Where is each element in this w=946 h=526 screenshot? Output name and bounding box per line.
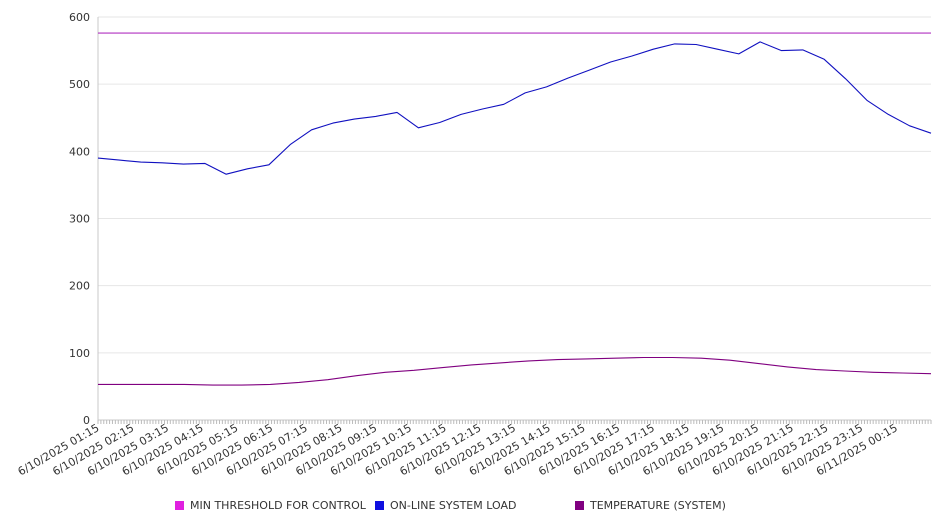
gridlines — [98, 16, 931, 421]
legend-label-online-system-load: ON-LINE SYSTEM LOAD — [390, 499, 517, 512]
y-tick-label: 400 — [69, 145, 90, 158]
y-tick-label: 200 — [69, 280, 90, 293]
series-line-temperature — [98, 356, 932, 386]
y-axis: 0 100 200 300 400 500 600 — [69, 11, 99, 427]
y-tick-label: 600 — [69, 11, 90, 24]
legend: MIN THRESHOLD FOR CONTROL ON-LINE SYSTEM… — [0, 496, 946, 516]
legend-swatch-temperature — [575, 501, 584, 510]
y-tick-label: 300 — [69, 213, 90, 226]
y-tick-label: 100 — [69, 347, 90, 360]
legend-swatch-min-threshold — [175, 501, 184, 510]
legend-item-temperature[interactable]: TEMPERATURE (SYSTEM) — [575, 499, 726, 512]
y-tick-label: 0 — [83, 414, 90, 427]
series-lines — [97, 32, 932, 386]
legend-label-min-threshold: MIN THRESHOLD FOR CONTROL — [190, 499, 366, 512]
x-axis: 6/10/2025 01:156/10/2025 02:156/10/2025 … — [16, 419, 932, 478]
legend-item-online-system-load[interactable]: ON-LINE SYSTEM LOAD — [375, 499, 516, 512]
y-tick-label: 500 — [69, 78, 90, 91]
legend-label-temperature: TEMPERATURE (SYSTEM) — [590, 499, 726, 512]
legend-swatch-online-system-load — [375, 501, 384, 510]
series-line-online-system-load — [97, 41, 932, 175]
legend-item-min-threshold[interactable]: MIN THRESHOLD FOR CONTROL — [175, 499, 366, 512]
